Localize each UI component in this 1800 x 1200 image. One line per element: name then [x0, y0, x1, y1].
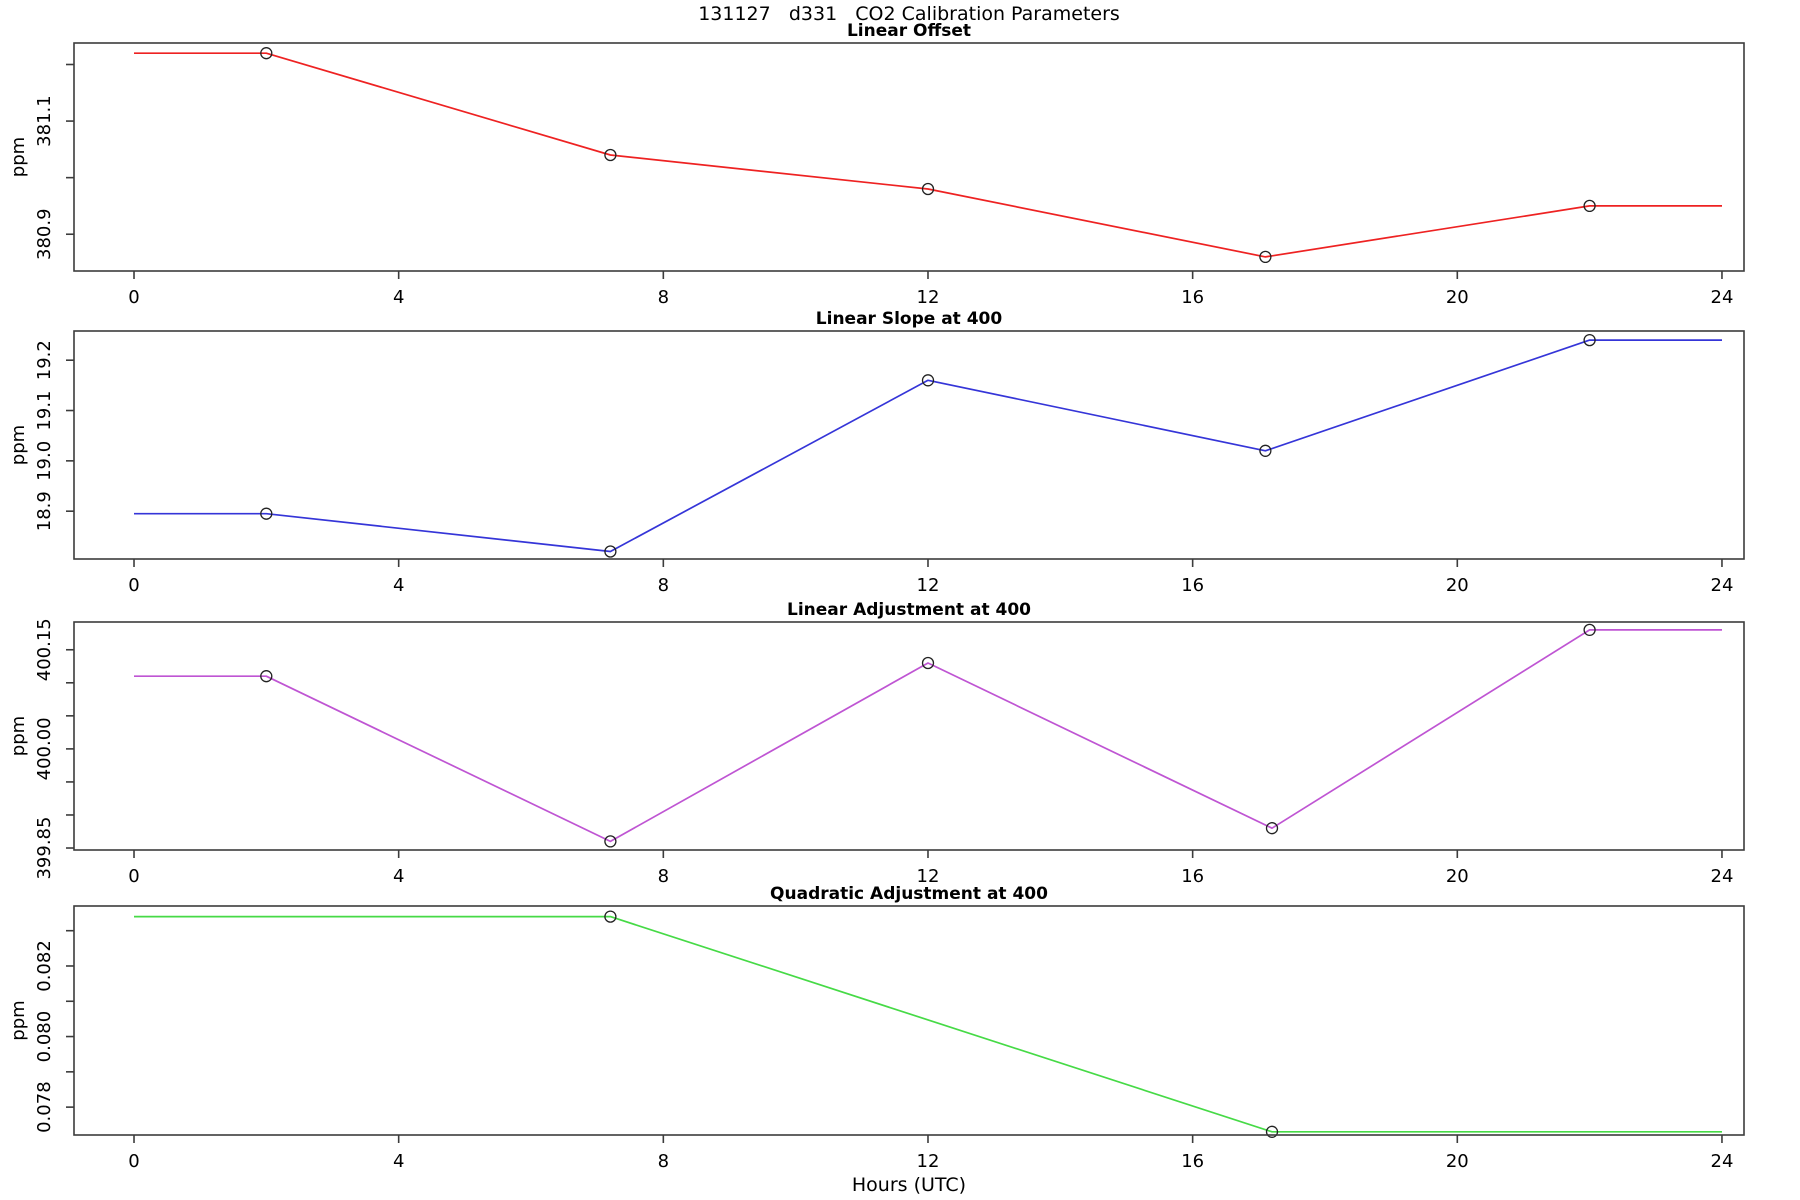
plot-border: [73, 621, 1745, 851]
x-tick-label: 24: [1711, 866, 1734, 887]
y-axis-label: ppm: [8, 137, 29, 177]
x-tick-label: 8: [658, 575, 669, 596]
y-tick-label: 380.9: [34, 208, 55, 260]
data-point-marker: [260, 670, 273, 683]
x-tick-label: 4: [393, 1151, 404, 1172]
x-tick-label: 16: [1181, 287, 1204, 308]
panel-title: Quadratic Adjustment at 400: [770, 884, 1048, 904]
y-tick-label: 0.078: [34, 1081, 55, 1133]
data-point-marker: [921, 374, 935, 387]
x-tick-label: 20: [1446, 1151, 1469, 1172]
y-axis-label: ppm: [8, 425, 29, 465]
plot-border: [73, 330, 1745, 560]
panel-title: Linear Adjustment at 400: [787, 600, 1031, 620]
data-point-marker: [604, 148, 617, 162]
x-tick-label: 16: [1181, 575, 1204, 596]
x-tick-label: 16: [1181, 866, 1204, 887]
y-tick-label: 400.15: [34, 618, 55, 681]
data-point-marker: [1265, 822, 1279, 835]
data-point-marker: [260, 47, 273, 60]
data-point-marker: [1265, 1125, 1279, 1138]
x-tick-label: 8: [658, 287, 669, 308]
x-tick-label: 4: [393, 575, 404, 596]
x-tick-label: 24: [1711, 287, 1734, 308]
series-line: [134, 629, 1722, 843]
series-line: [134, 339, 1722, 553]
plot-border: [73, 905, 1745, 1136]
plot-border: [73, 42, 1745, 272]
data-point-marker: [604, 835, 617, 848]
y-tick-label: 19.2: [34, 340, 55, 380]
y-axis-label: ppm: [8, 716, 29, 756]
x-tick-label: 0: [128, 287, 139, 308]
page-title: 131127 d331 CO2 Calibration Parameters: [698, 3, 1120, 25]
data-point-marker: [1259, 250, 1272, 264]
x-tick-label: 12: [917, 866, 940, 887]
data-point-marker: [1583, 199, 1596, 213]
x-tick-label: 20: [1446, 866, 1469, 887]
y-tick-label: 18.9: [34, 491, 55, 531]
x-tick-label: 24: [1711, 575, 1734, 596]
series-line: [134, 915, 1722, 1133]
x-tick-label: 4: [393, 866, 404, 887]
data-point-marker: [921, 182, 935, 196]
y-tick-label: 400.00: [34, 717, 55, 780]
y-tick-label: 19.0: [34, 441, 55, 481]
data-point-marker: [604, 545, 617, 558]
x-tick-label: 0: [128, 1151, 139, 1172]
x-axis-title: Hours (UTC): [851, 1174, 967, 1196]
x-tick-label: 16: [1181, 1151, 1204, 1172]
x-tick-label: 0: [128, 575, 139, 596]
y-tick-label: 381.1: [34, 95, 55, 147]
y-tick-label: 0.082: [34, 940, 55, 992]
x-tick-label: 20: [1446, 287, 1469, 308]
x-tick-label: 0: [128, 866, 139, 887]
y-axis-label: ppm: [8, 1000, 29, 1040]
data-point-marker: [1583, 623, 1596, 637]
data-point-marker: [1259, 444, 1272, 457]
x-tick-label: 4: [393, 287, 404, 308]
x-tick-label: 12: [917, 287, 940, 308]
panel-title: Linear Slope at 400: [816, 309, 1003, 329]
x-tick-label: 12: [917, 1151, 940, 1172]
y-tick-label: 399.85: [34, 817, 55, 880]
data-point-marker: [260, 507, 273, 520]
data-point-marker: [921, 656, 935, 670]
series-line: [134, 52, 1722, 258]
data-point-marker: [604, 910, 617, 923]
x-tick-label: 8: [658, 1151, 669, 1172]
x-tick-label: 8: [658, 866, 669, 887]
panel-title: Linear Offset: [847, 21, 971, 41]
data-point-marker: [1583, 333, 1596, 347]
x-tick-label: 24: [1711, 1151, 1734, 1172]
x-tick-label: 20: [1446, 575, 1469, 596]
x-tick-label: 12: [917, 575, 940, 596]
y-tick-label: 19.1: [34, 390, 55, 430]
y-tick-label: 0.080: [34, 1011, 55, 1063]
